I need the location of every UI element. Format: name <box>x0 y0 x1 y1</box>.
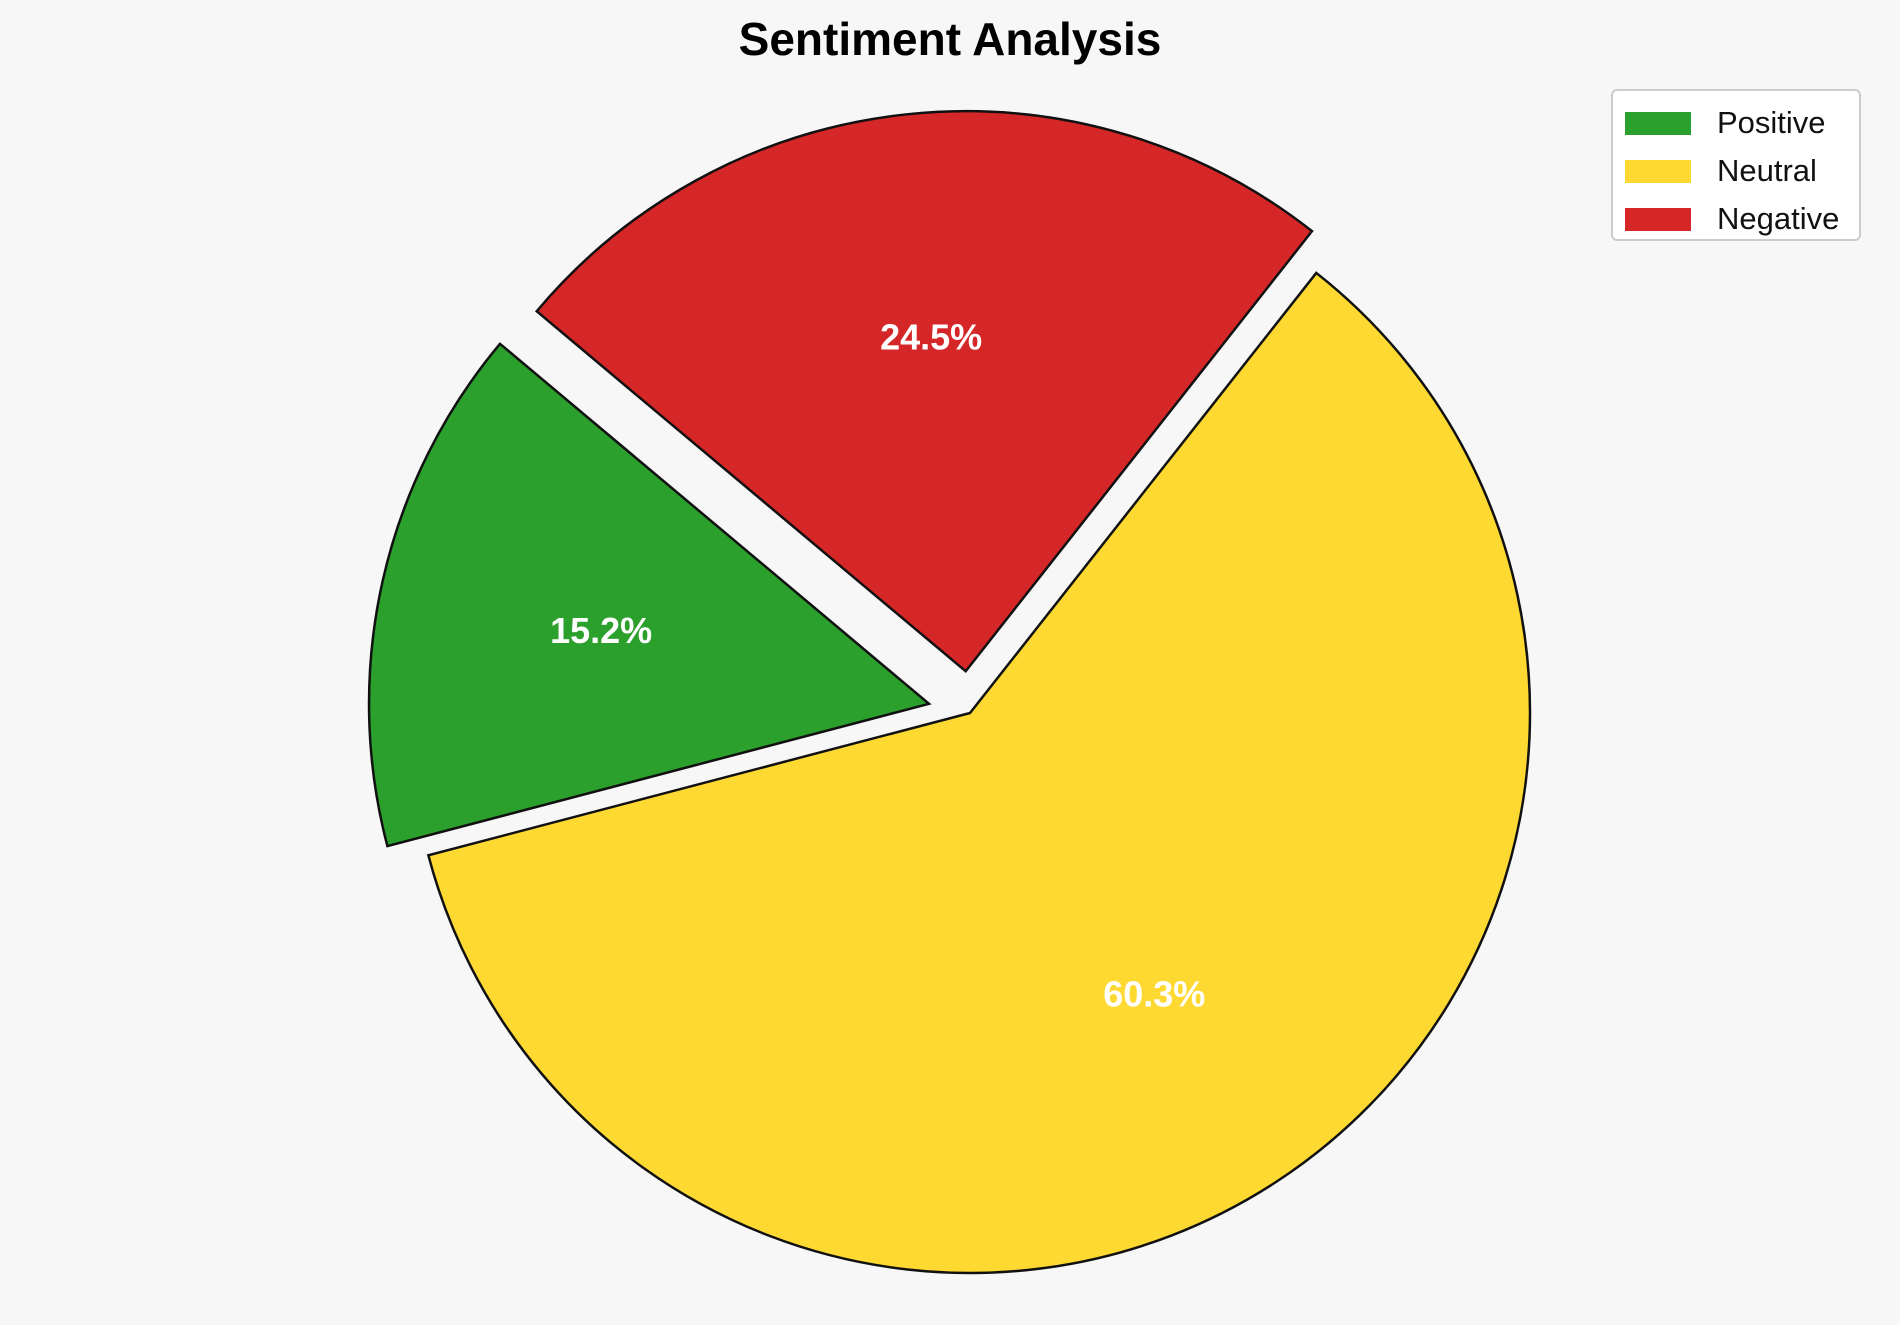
slice-label-positive: 15.2% <box>550 610 652 651</box>
legend-label: Negative <box>1717 201 1840 236</box>
pie-slice-neutral <box>426 271 1532 1275</box>
legend-swatch <box>1625 111 1691 135</box>
slice-label-neutral: 60.3% <box>1103 973 1205 1014</box>
pie-slices <box>367 109 1532 1275</box>
slice-label-negative: 24.5% <box>880 317 982 358</box>
chart-title: Sentiment Analysis <box>738 13 1162 65</box>
legend-item-positive: Positive <box>1625 99 1847 147</box>
legend-swatch <box>1625 159 1691 183</box>
legend-item-neutral: Neutral <box>1625 147 1847 195</box>
legend-swatch <box>1625 207 1691 231</box>
legend: Positive Neutral Negative <box>1611 89 1861 241</box>
pie-slice-negative <box>534 109 1314 674</box>
legend-item-negative: Negative <box>1625 195 1847 243</box>
pie-slice-labels: 15.2% 60.3% 24.5% <box>550 317 1205 1015</box>
legend-label: Positive <box>1717 105 1826 140</box>
pie-slice-positive <box>367 342 932 848</box>
legend-label: Neutral <box>1717 153 1817 188</box>
